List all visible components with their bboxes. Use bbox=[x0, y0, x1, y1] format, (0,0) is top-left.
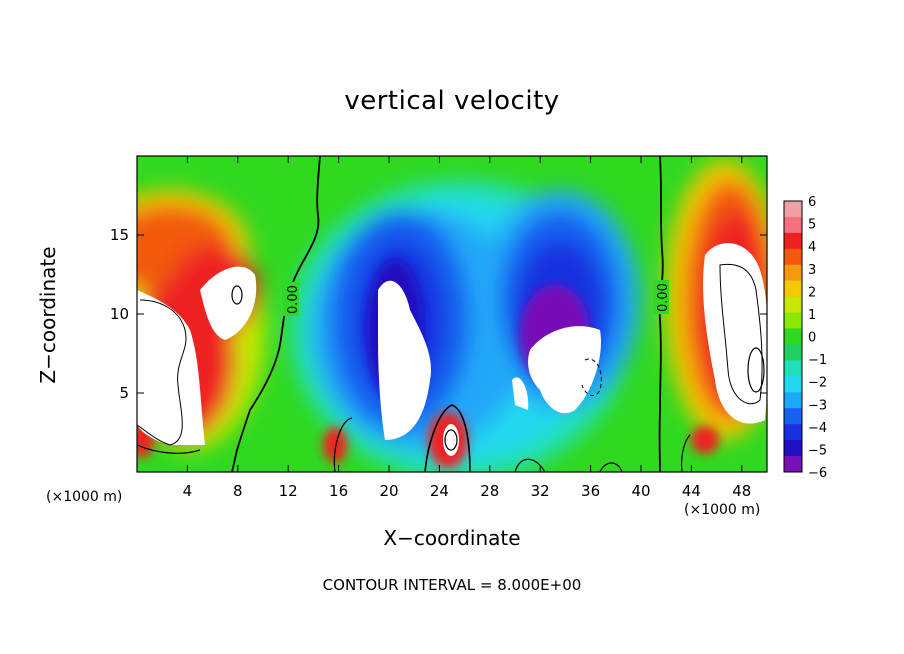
colorbar-tick-label-0: 6 bbox=[808, 195, 816, 210]
colorbar-swatch-15 bbox=[784, 440, 802, 457]
colorbar-swatch-8 bbox=[784, 328, 802, 345]
x-tick-label-8: 36 bbox=[581, 482, 600, 500]
core-center-left bbox=[378, 280, 431, 440]
contour-label-right: 0.00 bbox=[656, 283, 671, 312]
y-axis-label: Z−coordinate bbox=[36, 246, 60, 384]
contour-label-left: 0.00 bbox=[286, 285, 301, 314]
x-tick-label-5: 24 bbox=[430, 482, 449, 500]
colorbar-swatch-16 bbox=[784, 456, 802, 473]
colorbar-tick-label-4: 2 bbox=[808, 285, 816, 300]
colorbar-swatch-10 bbox=[784, 360, 802, 377]
colorbar-tick-label-11: −5 bbox=[808, 443, 827, 458]
colorbar-swatch-7 bbox=[784, 312, 802, 330]
y-tick-label-2: 15 bbox=[110, 226, 129, 244]
colorbar-tick-label-7: −1 bbox=[808, 353, 827, 368]
colorbar-tick-label-8: −2 bbox=[808, 376, 827, 391]
colorbar-tick-label-2: 4 bbox=[808, 240, 816, 255]
x-tick-label-1: 8 bbox=[233, 482, 243, 500]
heatmap-field bbox=[137, 156, 767, 472]
colorbar-swatch-2 bbox=[784, 232, 802, 250]
contour-labels: 0.00 0.00 bbox=[283, 280, 671, 316]
colorbar-frame bbox=[783, 200, 803, 473]
contour-interval-note: CONTOUR INTERVAL = 8.000E+00 bbox=[322, 576, 582, 594]
x-tick-label-7: 32 bbox=[531, 482, 550, 500]
y-tick-label-1: 10 bbox=[110, 305, 129, 323]
colorbar-swatch-0 bbox=[784, 201, 802, 218]
colorbar-swatch-3 bbox=[784, 248, 802, 266]
colorbar-swatch-5 bbox=[784, 280, 802, 298]
x-tick-label-6: 28 bbox=[480, 482, 499, 500]
x-axis-label: X−coordinate bbox=[383, 526, 521, 550]
colorbar-swatch-6 bbox=[784, 296, 802, 314]
colorbar-swatch-11 bbox=[784, 376, 802, 393]
colorbar-tick-label-1: 5 bbox=[808, 218, 816, 233]
contour-bottom-cell bbox=[424, 404, 471, 472]
core-center-right bbox=[528, 326, 601, 414]
colorbar-swatch-4 bbox=[784, 264, 802, 282]
x-tick-label-11: 48 bbox=[732, 482, 751, 500]
core-left bbox=[137, 290, 205, 445]
x-tick-label-3: 16 bbox=[329, 482, 348, 500]
colorbar-tick-label-5: 1 bbox=[808, 308, 816, 323]
x-unit-note-right: (×1000 m) bbox=[684, 502, 761, 518]
colorbar: 6 5 4 3 2 1 0 −1 −2 −3 −4 −5 −6 bbox=[783, 195, 827, 481]
y-tick-label-0: 5 bbox=[119, 384, 129, 402]
colorbar-swatch-1 bbox=[784, 216, 802, 234]
colorbar-tick-label-10: −4 bbox=[808, 421, 827, 436]
colorbar-swatch-12 bbox=[784, 392, 802, 409]
x-tick-label-0: 4 bbox=[183, 482, 193, 500]
x-tick-label-9: 40 bbox=[631, 482, 650, 500]
colorbar-tick-label-6: 0 bbox=[808, 331, 816, 346]
colorbar-tick-label-12: −6 bbox=[808, 466, 827, 481]
x-unit-note-left: (×1000 m) bbox=[46, 489, 123, 505]
chart-title: vertical velocity bbox=[344, 86, 560, 116]
colorbar-tick-label-3: 3 bbox=[808, 263, 816, 278]
contour-zero-right bbox=[658, 156, 664, 472]
core-right bbox=[703, 242, 767, 424]
colorbar-tick-label-9: −3 bbox=[808, 398, 827, 413]
x-tick-label-4: 20 bbox=[379, 482, 398, 500]
colorbar-swatch-13 bbox=[784, 408, 802, 425]
x-tick-label-10: 44 bbox=[682, 482, 701, 500]
x-tick-label-2: 12 bbox=[279, 482, 298, 500]
colorbar-swatch-9 bbox=[784, 344, 802, 361]
colorbar-swatch-14 bbox=[784, 424, 802, 441]
